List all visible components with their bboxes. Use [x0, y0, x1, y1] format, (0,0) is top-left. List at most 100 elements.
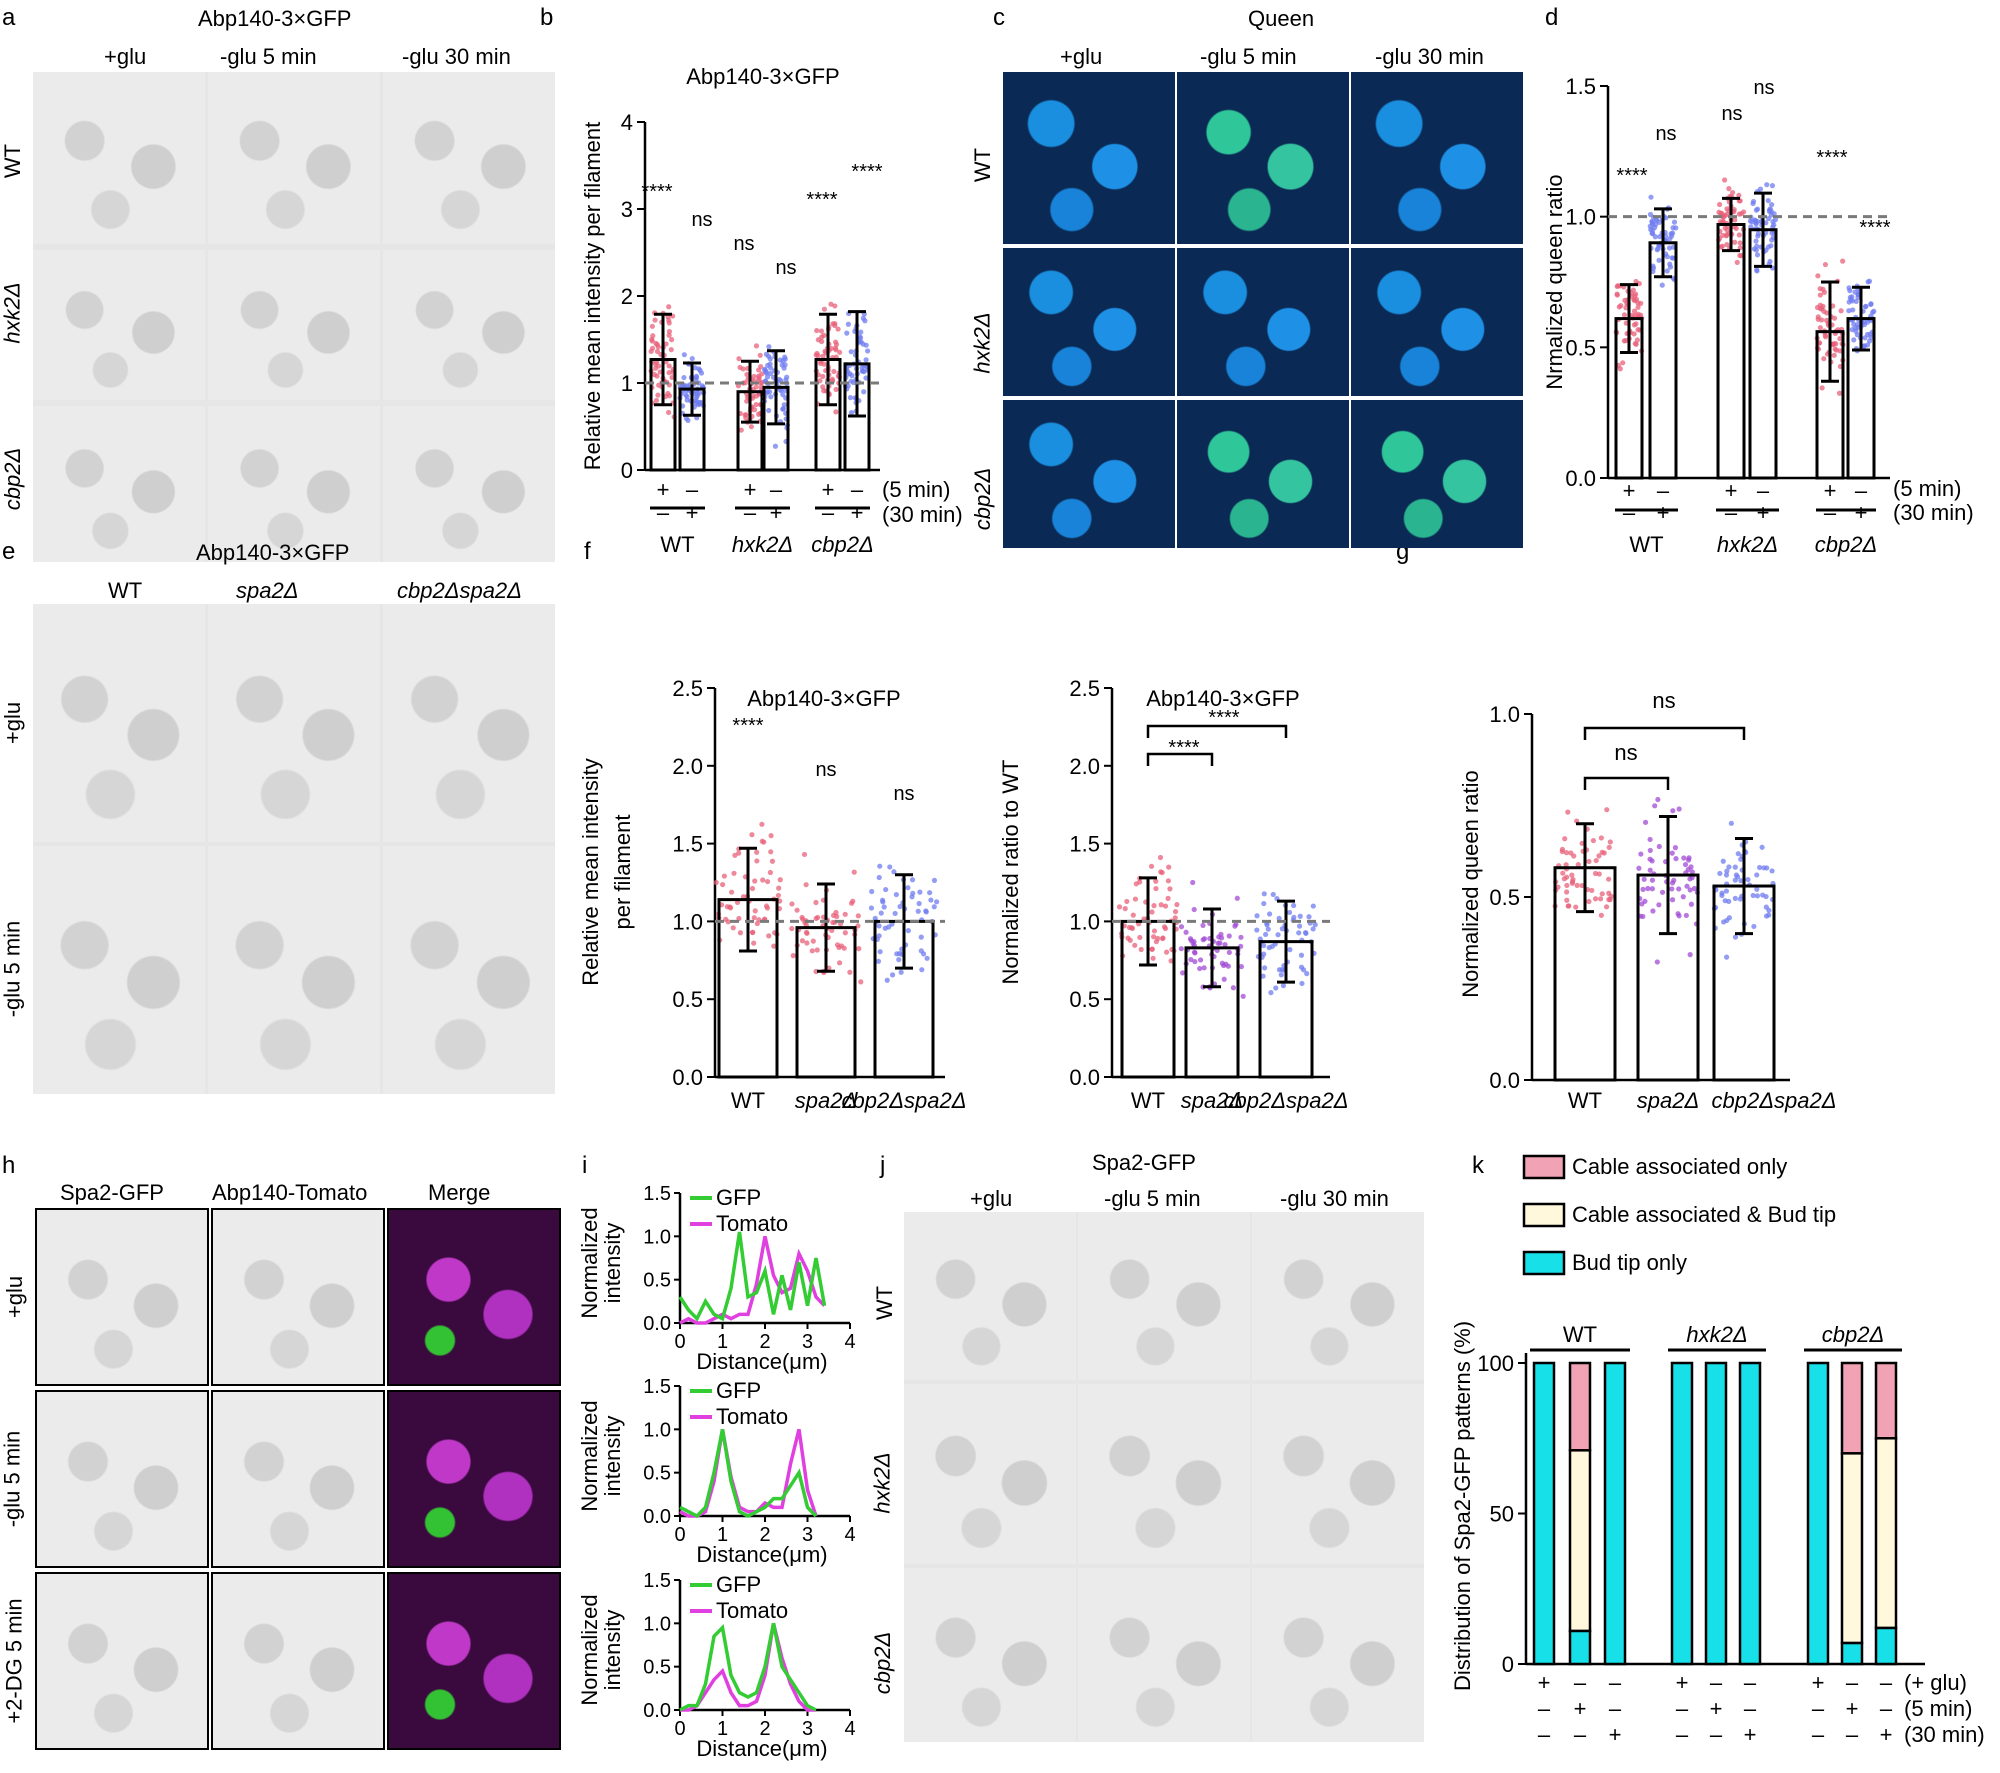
- data-dot: [1848, 297, 1854, 303]
- data-dot: [685, 417, 691, 423]
- data-dot: [1183, 929, 1189, 935]
- category-label: WT: [1568, 1088, 1602, 1113]
- data-dot: [713, 879, 719, 886]
- data-dot: [1579, 840, 1585, 846]
- data-dot: [1266, 944, 1272, 951]
- micrograph: [1351, 400, 1523, 548]
- data-dot: [1753, 247, 1759, 253]
- chart-title: Abp140-3×GFP: [747, 686, 900, 711]
- data-dot: [735, 383, 742, 389]
- data-dot: [818, 328, 825, 334]
- micrograph: [1252, 1568, 1424, 1742]
- data-dot: [768, 833, 774, 839]
- data-dot: [768, 394, 774, 400]
- data-dot: [828, 345, 834, 352]
- y-tick-label: 4: [621, 110, 633, 135]
- data-dot: [1178, 924, 1185, 930]
- data-dot: [1724, 917, 1730, 924]
- data-dot: [1669, 897, 1676, 903]
- condition-5min-sign: +: [1574, 1696, 1587, 1721]
- data-dot: [1298, 964, 1305, 970]
- micrograph: [1078, 1384, 1250, 1564]
- data-dot: [1638, 851, 1644, 857]
- data-dot: [1836, 390, 1843, 396]
- y-tick-label: 1.5: [643, 1570, 671, 1592]
- condition-30min-sign: –: [1574, 1722, 1587, 1747]
- panel-e-title: Abp140-3×GFP: [196, 540, 350, 565]
- row-label-5min: (5 min): [882, 477, 950, 502]
- data-dot: [1687, 952, 1693, 958]
- data-dot: [861, 389, 867, 395]
- data-dot: [1641, 876, 1647, 882]
- significance-bracket: [1583, 726, 1746, 740]
- data-dot: [1672, 845, 1679, 851]
- data-dot: [1191, 906, 1197, 913]
- condition-30min-sign: +: [1657, 500, 1670, 525]
- panel-c-col-0: +glu: [1060, 44, 1103, 69]
- x-axis-label: Distance(μm): [696, 1542, 827, 1567]
- data-dot: [683, 392, 689, 398]
- data-dot: [1769, 868, 1775, 874]
- data-dot: [751, 940, 757, 946]
- data-dot: [752, 878, 758, 884]
- data-dot: [845, 321, 851, 327]
- data-dot: [1122, 906, 1128, 912]
- data-dot: [696, 390, 702, 396]
- data-dot: [1636, 280, 1642, 287]
- data-dot: [1650, 231, 1656, 237]
- data-dot: [1273, 985, 1279, 991]
- data-dot: [1631, 331, 1637, 337]
- data-dot: [1299, 980, 1305, 987]
- panel-label-a: a: [2, 4, 16, 31]
- data-dot: [1151, 903, 1157, 909]
- data-dot: [669, 374, 675, 381]
- data-dot: [1656, 843, 1662, 850]
- data-dot: [1732, 895, 1738, 902]
- data-dot: [1730, 189, 1736, 196]
- data-dot: [1262, 931, 1269, 938]
- data-dot: [1174, 901, 1180, 908]
- significance-label: ns: [1753, 77, 1774, 99]
- data-dot: [848, 349, 854, 355]
- data-dot: [1645, 885, 1651, 892]
- data-dot: [1659, 889, 1666, 895]
- data-dot: [772, 443, 779, 449]
- data-dot: [1716, 201, 1723, 208]
- data-dot: [1757, 864, 1763, 871]
- data-dot: [1599, 891, 1605, 897]
- data-dot: [1127, 937, 1133, 943]
- significance-bracket: [1146, 724, 1288, 738]
- data-dot: [837, 960, 843, 966]
- category-label: cbp2Δspa2Δ: [1712, 1088, 1837, 1113]
- data-dot: [1639, 901, 1645, 907]
- data-dot: [1303, 930, 1309, 936]
- data-dot: [759, 821, 765, 827]
- data-dot: [1620, 360, 1626, 366]
- condition-30min-sign: +: [1880, 1722, 1893, 1747]
- group-label: cbp2Δ: [1822, 1322, 1884, 1347]
- data-dot: [1598, 912, 1604, 918]
- data-dot: [1659, 282, 1665, 288]
- data-dot: [790, 953, 796, 959]
- micrograph: [208, 604, 380, 842]
- panel-j-col-1: -glu 5 min: [1104, 1186, 1201, 1211]
- data-dot: [1606, 876, 1612, 882]
- category-label: WT: [731, 1088, 765, 1113]
- data-dot: [1150, 955, 1156, 961]
- data-dot: [1769, 183, 1776, 189]
- condition-30min-sign: –: [1710, 1722, 1723, 1747]
- data-dot: [879, 897, 886, 903]
- data-dot: [848, 900, 855, 906]
- legend-label-tomato: Tomato: [716, 1404, 788, 1429]
- data-dot: [1687, 876, 1693, 882]
- data-dot: [1753, 238, 1759, 244]
- data-dot: [1310, 903, 1316, 909]
- data-dot: [1764, 865, 1770, 871]
- data-dot: [1682, 861, 1689, 868]
- data-dot: [1276, 915, 1282, 921]
- data-dot: [1666, 245, 1673, 251]
- micrograph: [35, 1390, 209, 1568]
- data-dot: [649, 323, 655, 329]
- significance-label: ****: [1208, 707, 1239, 729]
- data-dot: [1691, 885, 1697, 892]
